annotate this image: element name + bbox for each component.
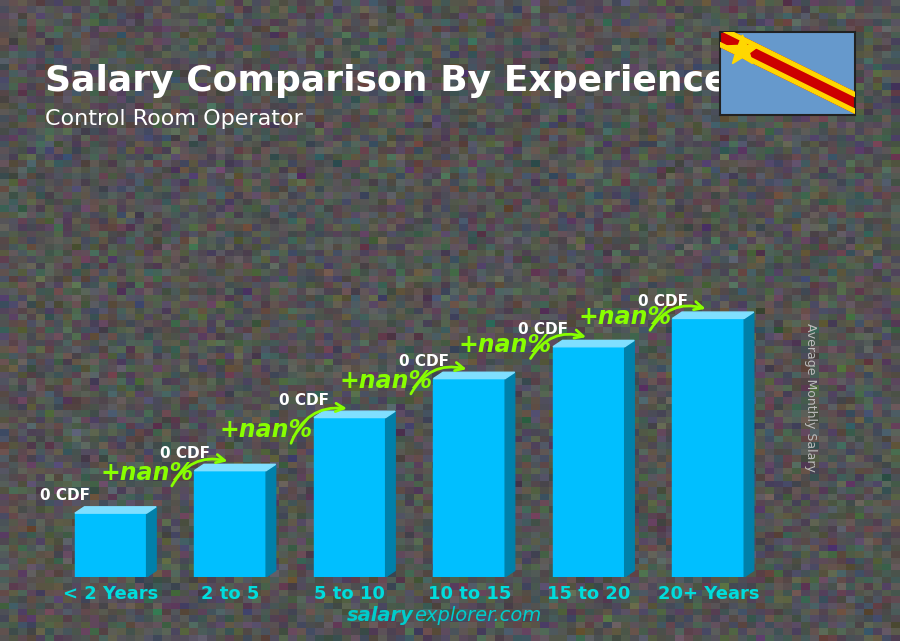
- Text: 0 CDF: 0 CDF: [279, 393, 329, 408]
- Text: Control Room Operator: Control Room Operator: [45, 109, 303, 129]
- Text: +nan%: +nan%: [220, 419, 312, 442]
- Polygon shape: [553, 340, 634, 347]
- Text: 0 CDF: 0 CDF: [399, 354, 449, 369]
- Polygon shape: [75, 507, 157, 513]
- Polygon shape: [744, 312, 754, 577]
- Polygon shape: [625, 340, 634, 577]
- Polygon shape: [720, 26, 855, 97]
- Text: explorer.com: explorer.com: [414, 606, 541, 625]
- Text: 0 CDF: 0 CDF: [518, 322, 569, 337]
- Polygon shape: [720, 26, 855, 113]
- Bar: [75, 513, 147, 577]
- Polygon shape: [194, 464, 275, 470]
- Text: +nan%: +nan%: [339, 369, 432, 393]
- Text: salary: salary: [347, 606, 414, 625]
- Text: +nan%: +nan%: [578, 305, 671, 329]
- Bar: [434, 379, 505, 577]
- Polygon shape: [385, 411, 395, 577]
- Polygon shape: [266, 464, 275, 577]
- Polygon shape: [314, 411, 395, 417]
- Polygon shape: [726, 35, 759, 63]
- Text: 0 CDF: 0 CDF: [160, 445, 210, 461]
- Bar: [314, 417, 385, 577]
- Polygon shape: [672, 312, 754, 319]
- Polygon shape: [505, 372, 515, 577]
- Text: 0 CDF: 0 CDF: [40, 488, 90, 503]
- Text: +nan%: +nan%: [459, 333, 552, 358]
- Text: Average Monthly Salary: Average Monthly Salary: [804, 323, 816, 472]
- Text: +nan%: +nan%: [100, 461, 194, 485]
- Polygon shape: [434, 372, 515, 379]
- Polygon shape: [720, 42, 855, 113]
- Bar: [194, 470, 266, 577]
- Bar: [672, 319, 744, 577]
- Text: Salary Comparison By Experience: Salary Comparison By Experience: [45, 64, 728, 98]
- Bar: [553, 347, 625, 577]
- Polygon shape: [147, 507, 157, 577]
- Text: 0 CDF: 0 CDF: [638, 294, 688, 308]
